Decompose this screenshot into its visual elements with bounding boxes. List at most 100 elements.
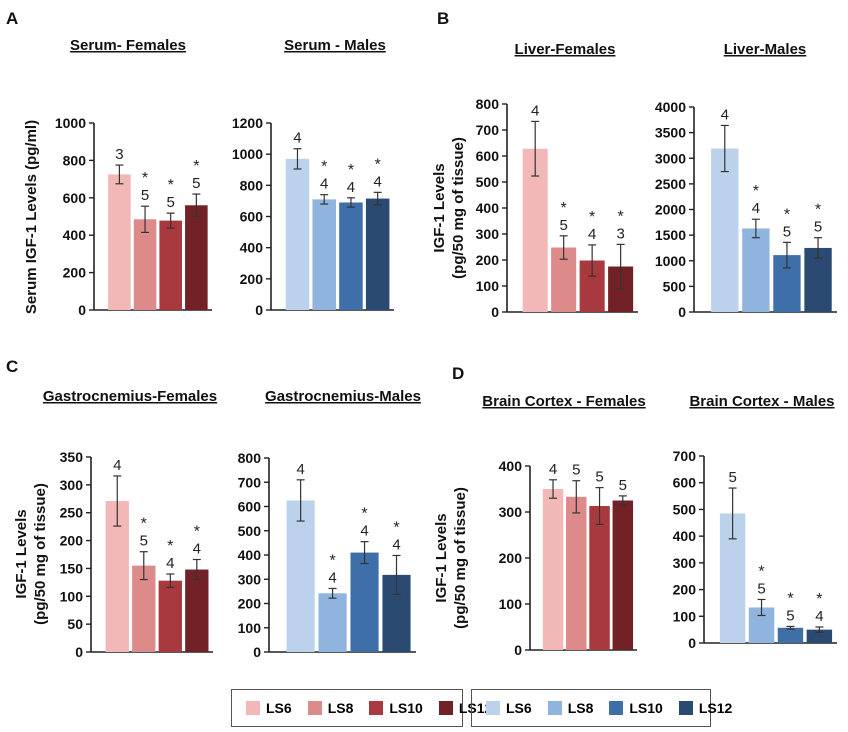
y-axis-label-line2: (pg/50 mg of tissue) bbox=[452, 487, 469, 629]
y-tick-label: 1000 bbox=[655, 253, 686, 269]
significance-star: * bbox=[815, 202, 821, 219]
sample-size-label: 5 bbox=[595, 469, 603, 486]
y-tick-label: 2500 bbox=[655, 176, 686, 192]
bar-ls6 bbox=[105, 501, 129, 652]
chart-3: Liver-Males 0 500 1000 1500 2000 2500 3000 3500 4… bbox=[655, 41, 837, 320]
y-tick-label: 400 bbox=[476, 200, 500, 216]
legend-label-ls12-male: LS12 bbox=[698, 700, 733, 716]
legend-swatch-ls6-female bbox=[246, 701, 260, 715]
significance-star: * bbox=[784, 206, 790, 223]
sample-size-label: 5 bbox=[141, 187, 149, 204]
legend-item-ls6-male: LS6 bbox=[486, 700, 532, 716]
bar-ls8 bbox=[133, 219, 157, 310]
chart-title: Brain Cortex - Females bbox=[482, 393, 645, 410]
y-tick-label: 200 bbox=[60, 533, 84, 549]
legend-swatch-ls10-male bbox=[609, 701, 624, 715]
bar-ls8 bbox=[318, 593, 347, 652]
y-tick-label: 0 bbox=[255, 302, 263, 318]
sample-size-label: 5 bbox=[757, 580, 765, 597]
sample-size-label: 5 bbox=[619, 477, 627, 494]
y-tick-label: 400 bbox=[238, 547, 262, 563]
y-tick-label: 1000 bbox=[55, 115, 86, 131]
y-axis-label-line2: (pg/50 mg of tissue) bbox=[450, 137, 467, 279]
chart-title: Serum - Males bbox=[284, 37, 386, 54]
y-tick-label: 300 bbox=[60, 477, 84, 493]
bar-ls12 bbox=[185, 205, 208, 310]
y-tick-label: 200 bbox=[238, 596, 262, 612]
significance-star: * bbox=[618, 208, 624, 225]
bar-ls12 bbox=[612, 500, 634, 650]
legend-label-ls10-female: LS10 bbox=[389, 700, 423, 716]
legend-swatch-ls10-female bbox=[369, 701, 384, 715]
bar-ls10 bbox=[158, 580, 182, 652]
significance-star: * bbox=[361, 506, 367, 523]
sample-size-label: 4 bbox=[588, 226, 596, 243]
sample-size-label: 5 bbox=[167, 194, 175, 211]
panel-letter-d: D bbox=[452, 364, 464, 383]
legend-item-ls10-male: LS10 bbox=[609, 700, 663, 716]
y-tick-label: 50 bbox=[67, 616, 83, 632]
bar-ls8 bbox=[312, 199, 336, 310]
significance-star: * bbox=[329, 552, 335, 569]
significance-star: * bbox=[194, 524, 200, 541]
legend-swatch-ls8-male bbox=[547, 701, 562, 715]
significance-star: * bbox=[141, 516, 147, 533]
y-tick-label: 0 bbox=[678, 304, 686, 320]
sample-size-label: 4 bbox=[193, 541, 201, 558]
y-tick-label: 800 bbox=[63, 152, 87, 168]
y-tick-label: 800 bbox=[238, 450, 262, 466]
y-tick-label: 200 bbox=[240, 271, 264, 287]
bar-ls6 bbox=[286, 500, 315, 652]
sample-size-label: 5 bbox=[559, 217, 567, 234]
sample-size-label: 4 bbox=[392, 536, 400, 553]
y-tick-label: 0 bbox=[491, 304, 499, 320]
y-tick-label: 700 bbox=[238, 474, 262, 490]
sample-size-label: 5 bbox=[814, 219, 822, 236]
significance-star: * bbox=[561, 200, 567, 217]
y-tick-label: 100 bbox=[238, 620, 262, 636]
y-tick-label: 0 bbox=[78, 302, 86, 318]
sample-size-label: 4 bbox=[531, 102, 539, 119]
significance-star: * bbox=[758, 563, 764, 580]
chart-title: Gastrocnemius-Females bbox=[43, 388, 217, 405]
chart-1: Serum - Males02004006008001000120044*4*4… bbox=[232, 37, 394, 318]
chart-title: Liver-Females bbox=[515, 41, 616, 58]
bar-ls10 bbox=[159, 220, 182, 310]
y-axis-label: IGF-1 Levels bbox=[431, 163, 448, 252]
figure-canvas: A B C D Serum- Females02004006008001000S… bbox=[6, 9, 837, 660]
y-tick-label: 0 bbox=[514, 642, 522, 658]
significance-star: * bbox=[375, 156, 381, 173]
legend-label-ls8-female: LS8 bbox=[327, 700, 354, 716]
y-tick-label: 800 bbox=[240, 177, 264, 193]
panel-letter-b: B bbox=[437, 9, 449, 28]
chart-title: Serum- Females bbox=[70, 37, 186, 54]
significance-star: * bbox=[589, 209, 595, 226]
bar-ls10 bbox=[777, 627, 804, 643]
bar-ls12 bbox=[185, 569, 209, 652]
legend-item-ls8-male: LS8 bbox=[547, 700, 593, 716]
y-tick-label: 3000 bbox=[655, 150, 686, 166]
chart-title: Liver-Males bbox=[724, 41, 807, 58]
significance-star: * bbox=[168, 177, 174, 194]
chart-4: Gastrocnemius-Females 0 50 100 150 200 250 300 3… bbox=[13, 388, 217, 660]
y-tick-label: 500 bbox=[476, 174, 500, 190]
significance-star: * bbox=[321, 159, 327, 176]
legend-swatch-ls12-male bbox=[678, 701, 693, 715]
sample-size-label: 4 bbox=[320, 176, 328, 193]
chart-title: Brain Cortex - Males bbox=[689, 393, 834, 410]
sample-size-label: 5 bbox=[140, 533, 148, 550]
y-tick-label: 600 bbox=[673, 475, 697, 491]
legend-females: LS6 LS8 LS10 LS12 bbox=[231, 689, 492, 727]
sample-size-label: 4 bbox=[296, 461, 304, 478]
chart-0: Serum- Females 0 200 400 600 800 1000 Serum IGF… bbox=[23, 37, 212, 318]
y-axis-label-line2: (pg/50 mg of tissue) bbox=[32, 483, 49, 625]
y-axis-label: IGF-1 Levels bbox=[433, 513, 450, 602]
y-axis-label: IGF-1 Levels bbox=[13, 509, 30, 598]
y-axis-label: Serum IGF-1 Levels (pg/ml) bbox=[23, 120, 40, 314]
y-tick-label: 300 bbox=[238, 571, 262, 587]
y-tick-label: 100 bbox=[499, 596, 523, 612]
sample-size-label: 5 bbox=[192, 175, 200, 192]
y-tick-label: 1000 bbox=[232, 146, 263, 162]
significance-star: * bbox=[753, 183, 759, 200]
